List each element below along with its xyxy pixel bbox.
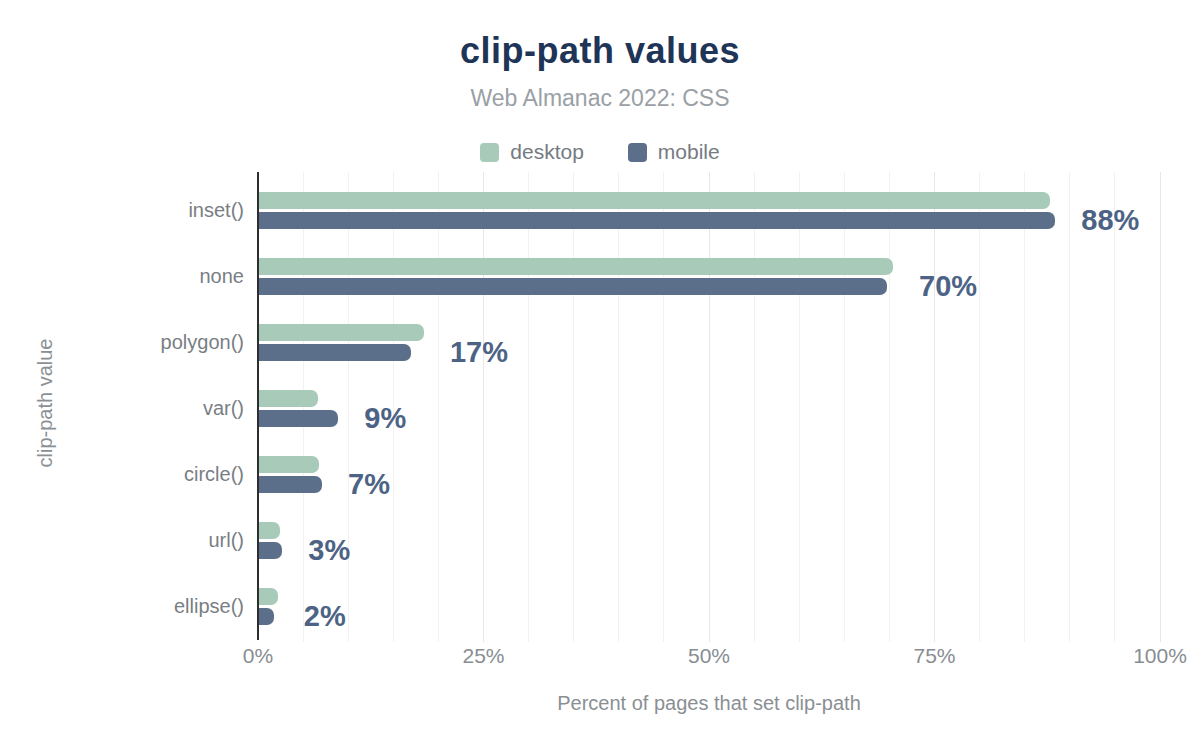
- bar-desktop: [258, 588, 278, 605]
- bar-mobile: [258, 344, 411, 361]
- bar-desktop: [258, 324, 424, 341]
- legend-item-mobile: mobile: [628, 140, 720, 164]
- chart-subtitle: Web Almanac 2022: CSS: [0, 85, 1200, 112]
- category-label: url(): [80, 530, 244, 551]
- value-label: 17%: [450, 338, 508, 367]
- value-label: 70%: [919, 272, 977, 301]
- y-axis-title: clip-path value: [34, 339, 57, 468]
- bar-row: inset()88%: [258, 172, 1160, 238]
- x-tick-label: 50%: [664, 644, 754, 668]
- chart-figure: clip-path values Web Almanac 2022: CSS d…: [0, 0, 1200, 742]
- bar-desktop: [258, 258, 893, 275]
- bar-mobile: [258, 476, 322, 493]
- legend-label: mobile: [658, 140, 720, 164]
- value-label: 3%: [308, 536, 350, 565]
- bar-mobile: [258, 410, 338, 427]
- chart-title: clip-path values: [0, 30, 1200, 72]
- legend-swatch-mobile: [628, 143, 647, 162]
- bar-mobile: [258, 542, 282, 559]
- bar-mobile: [258, 278, 887, 295]
- legend-label: desktop: [510, 140, 584, 164]
- value-label: 2%: [304, 602, 346, 631]
- category-label: polygon(): [80, 332, 244, 353]
- bar-mobile: [258, 212, 1055, 229]
- category-label: ellipse(): [80, 596, 244, 617]
- value-label: 7%: [348, 470, 390, 499]
- y-axis-line: [257, 172, 259, 640]
- x-tick-label: 0%: [213, 644, 303, 668]
- legend: desktop mobile: [0, 140, 1200, 164]
- category-label: var(): [80, 398, 244, 419]
- bar-desktop: [258, 192, 1050, 209]
- value-label: 9%: [364, 404, 406, 433]
- bar-row: circle()7%: [258, 436, 1160, 502]
- bar-mobile: [258, 608, 274, 625]
- x-tick-label: 75%: [890, 644, 980, 668]
- x-axis-title: Percent of pages that set clip-path: [258, 692, 1160, 715]
- category-label: circle(): [80, 464, 244, 485]
- bar-row: polygon()17%: [258, 304, 1160, 370]
- value-label: 88%: [1081, 206, 1139, 235]
- bar-desktop: [258, 390, 318, 407]
- bar-desktop: [258, 522, 280, 539]
- x-tick-label: 100%: [1115, 644, 1200, 668]
- x-tick-label: 25%: [439, 644, 529, 668]
- bar-row: none70%: [258, 238, 1160, 304]
- category-label: none: [80, 266, 244, 287]
- legend-swatch-desktop: [480, 143, 499, 162]
- bar-row: var()9%: [258, 370, 1160, 436]
- bar-desktop: [258, 456, 319, 473]
- bar-row: ellipse()2%: [258, 568, 1160, 634]
- plot-area: inset()88%none70%polygon()17%var()9%circ…: [258, 172, 1160, 634]
- bar-row: url()3%: [258, 502, 1160, 568]
- legend-item-desktop: desktop: [480, 140, 584, 164]
- category-label: inset(): [80, 200, 244, 221]
